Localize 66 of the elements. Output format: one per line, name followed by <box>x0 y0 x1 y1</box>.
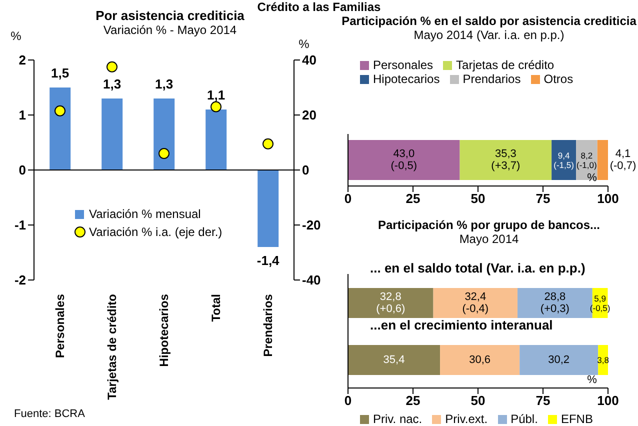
y-tick-label: 2 <box>18 52 26 68</box>
y2-tick-label: -20 <box>302 218 321 233</box>
y-tick-label: -1 <box>14 218 26 233</box>
legend-label: Prendarios <box>462 72 521 86</box>
chart-title: Participación % por grupo de bancos... <box>376 218 602 232</box>
y-tick-label: ... en el saldo total (Var. i.a. en p.p.) <box>370 260 586 276</box>
chart-subtitle: Mayo 2014 (Var. i.a. en p.p.) <box>412 28 566 42</box>
data-label: -1,4 <box>256 253 280 268</box>
chart-subtitle: Mayo 2014 <box>458 232 520 246</box>
y-tick-label: 1 <box>18 108 26 123</box>
data-label: 1,3 <box>155 76 174 92</box>
x-tick-label: 75 <box>536 393 550 408</box>
data-label: 30,2 <box>548 354 570 366</box>
x-tick-label: 0 <box>344 191 352 206</box>
data-label: 32,8 (+0,6) <box>376 291 406 315</box>
legend-label: Personales <box>373 58 434 72</box>
y2-axis-title: % <box>298 37 310 51</box>
data-label: 35,3 (+3,7) <box>491 148 520 172</box>
x-tick-label: 0 <box>344 393 352 408</box>
y-tick-label: 0 <box>18 162 26 178</box>
source-note: Fuente: BCRA <box>14 408 85 420</box>
y-tick-label: ...en el crecimiento interanual <box>370 318 553 332</box>
y2-tick-label: 0 <box>302 162 310 178</box>
legend-label: Públ. <box>510 412 538 426</box>
y2-tick-label: 40 <box>302 52 316 68</box>
data-label: 35,4 <box>383 354 405 366</box>
x-tick-label: Hipotecarios <box>157 294 171 367</box>
x-axis-title: % <box>587 374 598 386</box>
y-tick-label: -2 <box>14 272 26 288</box>
data-label: 1,3 <box>103 76 122 92</box>
x-tick-label: 100 <box>597 191 619 206</box>
y2-tick-label: -40 <box>302 272 321 288</box>
x-tick-label: 75 <box>536 191 550 206</box>
x-tick-label: Personales <box>53 294 67 358</box>
data-label: 4,1 (-0,7) <box>610 148 636 172</box>
x-tick-label: 25 <box>406 191 420 206</box>
data-label: 9,4 (-1,5) <box>554 150 574 170</box>
legend-label: Variación % i.a. (eje der.) <box>89 225 222 239</box>
x-axis-title: % <box>587 172 598 184</box>
x-tick-label: Total <box>209 294 223 322</box>
x-tick-label: Tarjetas de crédito <box>105 294 119 400</box>
chart-title: Participación % en el saldo por asistencia crediticia <box>340 14 638 28</box>
data-label: 1,1 <box>207 88 226 102</box>
legend-label: Otros <box>544 72 574 86</box>
data-label: 1,5 <box>51 66 70 80</box>
y2-tick-label: 20 <box>302 108 316 123</box>
data-label: 8,2 (-1,0) <box>576 150 597 170</box>
chart-title: Por asistencia crediticia <box>96 8 244 23</box>
x-tick-label: 50 <box>470 191 486 206</box>
data-label: 32,4 (-0,4) <box>462 291 489 315</box>
legend-label: Priv. nac. <box>373 412 422 426</box>
legend-label: EFNB <box>560 412 593 426</box>
legend-label: Tarjetas de crédito <box>456 58 554 72</box>
x-tick-label: 50 <box>470 393 486 408</box>
legend-label: Priv.ext. <box>445 412 488 426</box>
x-tick-label: Prendarios <box>261 294 275 357</box>
data-label: 30,6 <box>469 354 491 366</box>
legend-label: Hipotecarios <box>373 72 440 86</box>
text: Crédito a las Familias <box>257 0 381 14</box>
legend-label: Variación % mensual <box>89 207 201 221</box>
x-tick-label: 25 <box>406 393 420 408</box>
data-label: 28,8 (+0,3) <box>540 291 570 315</box>
data-label: 43,0 (-0,5) <box>390 148 418 172</box>
x-tick-label: 100 <box>597 393 619 408</box>
y-axis-title: % <box>10 29 22 43</box>
chart-subtitle: Variación % - Mayo 2014 <box>103 23 237 37</box>
